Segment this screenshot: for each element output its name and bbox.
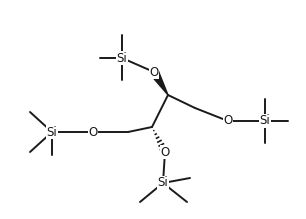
Text: O: O — [223, 115, 233, 127]
Text: O: O — [149, 65, 159, 78]
Text: Si: Si — [117, 51, 127, 65]
Text: O: O — [88, 125, 98, 138]
Polygon shape — [150, 70, 168, 95]
Text: Si: Si — [259, 115, 271, 127]
Text: Si: Si — [47, 125, 58, 138]
Text: O: O — [160, 145, 170, 159]
Text: Si: Si — [158, 177, 168, 189]
